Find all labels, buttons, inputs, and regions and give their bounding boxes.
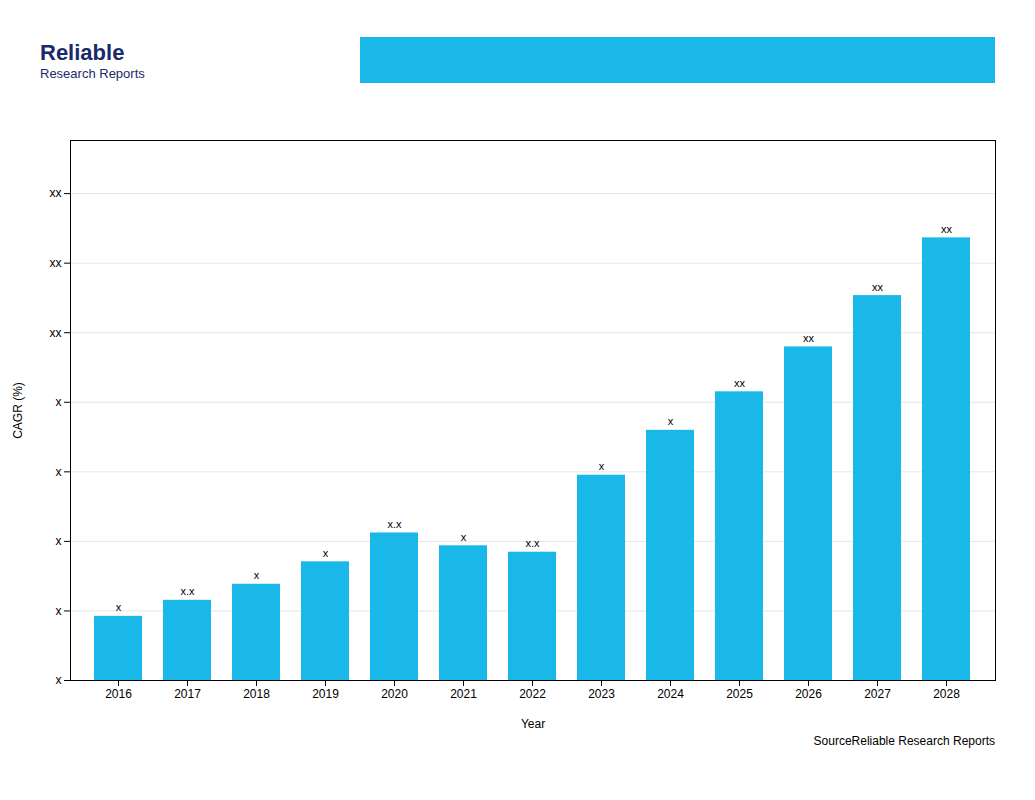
svg-text:2019: 2019 xyxy=(312,687,339,701)
svg-text:2025: 2025 xyxy=(726,687,753,701)
svg-text:x.x: x.x xyxy=(180,585,195,597)
svg-text:xx: xx xyxy=(50,326,62,340)
html-text:Reliable: Reliable xyxy=(40,39,125,65)
svg-text:x.x: x.x xyxy=(525,537,540,549)
svg-text:2017: 2017 xyxy=(174,687,201,701)
svg-text:x.x: x.x xyxy=(387,518,402,530)
svg-text:2028: 2028 xyxy=(933,687,960,701)
html-text:Research Reports: Research Reports xyxy=(40,65,145,81)
svg-text:2024: 2024 xyxy=(657,687,684,701)
svg-text:x: x xyxy=(56,673,62,687)
svg-text:xx: xx xyxy=(803,332,815,344)
svg-text:2018: 2018 xyxy=(243,687,270,701)
svg-text:x: x xyxy=(254,569,260,581)
svg-text:x: x xyxy=(461,531,467,543)
svg-text:xx: xx xyxy=(872,281,884,293)
html-text:SourceReliable Research Report: SourceReliable Research Reports xyxy=(813,734,995,748)
svg-text:xx: xx xyxy=(50,186,62,200)
svg-text:x: x xyxy=(56,534,62,548)
svg-text:xx: xx xyxy=(734,377,746,389)
svg-text:2023: 2023 xyxy=(588,687,615,701)
svg-text:x: x xyxy=(116,601,122,613)
svg-text:xx: xx xyxy=(50,256,62,270)
svg-text:xx: xx xyxy=(941,223,953,235)
svg-text:x: x xyxy=(599,460,605,472)
svg-text:x: x xyxy=(56,395,62,409)
svg-text:2020: 2020 xyxy=(381,687,408,701)
svg-text:x: x xyxy=(56,465,62,479)
svg-text:2027: 2027 xyxy=(864,687,891,701)
svg-text:2021: 2021 xyxy=(450,687,477,701)
svg-text:2016: 2016 xyxy=(105,687,132,701)
svg-text:2026: 2026 xyxy=(795,687,822,701)
svg-text:2022: 2022 xyxy=(519,687,546,701)
svg-text:x: x xyxy=(323,547,329,559)
svg-text:x: x xyxy=(56,604,62,618)
svg-text:x: x xyxy=(668,415,674,427)
svg-text:CAGR (%): CAGR (%) xyxy=(11,382,25,439)
svg-text:Year: Year xyxy=(521,717,545,731)
